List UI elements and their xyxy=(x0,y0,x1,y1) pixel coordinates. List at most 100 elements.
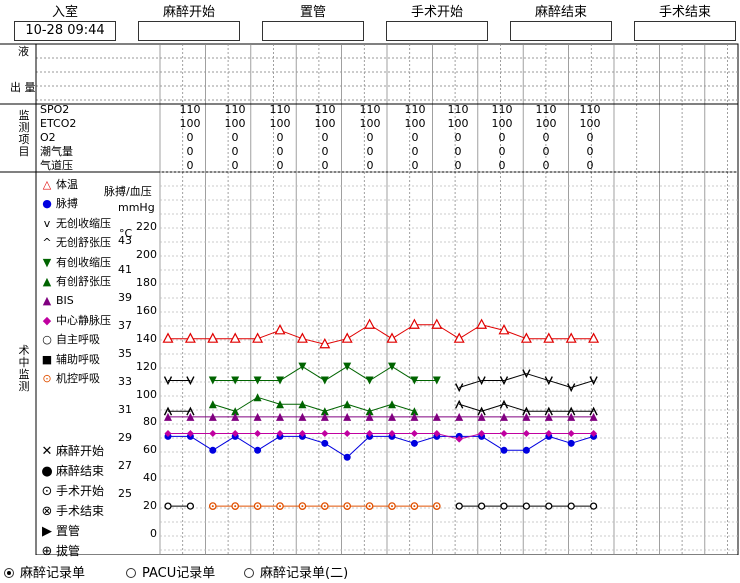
monitor-row-name: ETCO2 xyxy=(40,117,77,130)
series-segment xyxy=(571,380,594,389)
series-point xyxy=(320,412,329,421)
monitor-row-name: 潮气量 xyxy=(40,145,73,158)
series-point xyxy=(162,332,174,343)
series-point xyxy=(500,412,508,421)
series-point xyxy=(388,362,396,371)
series-point xyxy=(477,412,486,421)
temp-tick-label: 35 xyxy=(118,347,132,360)
series-segment xyxy=(459,433,482,440)
tab-2[interactable]: 麻醉记录单(二) xyxy=(244,562,348,581)
monitor-value: 110 xyxy=(269,103,291,116)
series-point xyxy=(498,324,510,335)
series-point xyxy=(388,430,396,438)
series-point xyxy=(253,393,262,402)
event-marker-icon: ● xyxy=(41,464,53,479)
radio-icon[interactable] xyxy=(126,568,136,578)
pressure-tick-label: 160 xyxy=(136,303,157,317)
series-point xyxy=(296,332,308,343)
series-point xyxy=(520,332,532,343)
series-point xyxy=(455,383,464,393)
header-input-4[interactable] xyxy=(510,21,612,41)
series-point xyxy=(455,412,464,421)
header-label-1: 麻醉开始 xyxy=(162,5,215,20)
legend-item: ▲ 有创舒张压 xyxy=(40,275,111,289)
legend-item: ◆ 中心静脉压 xyxy=(40,314,111,328)
monitor-value: 0 xyxy=(276,131,284,144)
legend-label: 有创收缩压 xyxy=(56,255,111,269)
series-point xyxy=(365,407,374,416)
series-segment xyxy=(190,435,214,451)
header-input-5[interactable] xyxy=(634,21,736,41)
header-label-0: 入室 xyxy=(51,5,78,20)
series-point xyxy=(408,318,420,329)
series-segment xyxy=(436,433,460,440)
event-marker-icon: ⊕ xyxy=(41,544,53,559)
legend-label: 辅助呼吸 xyxy=(56,352,100,366)
series-0 xyxy=(162,318,600,349)
series-point xyxy=(589,412,598,421)
series-segment xyxy=(369,366,393,381)
event-legend-item: ✕ 麻醉开始 xyxy=(40,444,104,459)
series-point xyxy=(544,376,553,386)
tab-1[interactable]: PACU记录单 xyxy=(126,562,215,581)
temp-tick-label: 31 xyxy=(118,403,132,416)
event-legend-label: 拔管 xyxy=(56,544,81,558)
series-point xyxy=(432,412,441,421)
monitor-row-name: SPO2 xyxy=(40,103,70,116)
series-point xyxy=(252,332,264,343)
series-segment xyxy=(391,435,415,444)
series-segment xyxy=(391,403,415,412)
series-point xyxy=(186,430,194,438)
series-point xyxy=(522,412,531,421)
series-point xyxy=(343,362,352,371)
series-segment xyxy=(369,403,393,412)
legend-marker-icon: ⊙ xyxy=(42,372,52,385)
series-point xyxy=(478,430,486,438)
series-point xyxy=(276,400,284,409)
monitor-value: 0 xyxy=(276,159,284,172)
radio-icon[interactable] xyxy=(244,568,254,578)
series-point xyxy=(186,406,195,416)
series-point xyxy=(567,430,575,438)
tab-label: PACU记录单 xyxy=(142,566,216,581)
pressure-tick-label: 180 xyxy=(136,275,157,289)
header-input-2[interactable] xyxy=(262,21,364,41)
legend-marker-icon: ^ xyxy=(42,236,52,250)
series-point xyxy=(589,406,598,416)
series-3 xyxy=(163,399,598,416)
legend-item: ⊙ 机控呼吸 xyxy=(40,372,100,386)
header-input-0[interactable]: 10-28 09:44 xyxy=(14,21,116,41)
series-point xyxy=(186,502,195,510)
monitor-value: 0 xyxy=(454,145,462,158)
radio-icon[interactable] xyxy=(4,568,14,578)
series-point xyxy=(184,332,196,343)
header-input-1[interactable] xyxy=(138,21,240,41)
monitor-value: 100 xyxy=(404,117,426,130)
series-point xyxy=(276,430,284,438)
series-point xyxy=(410,439,418,447)
monitor-value: 0 xyxy=(542,159,550,172)
tab-0[interactable]: 麻醉记录单 xyxy=(4,562,85,581)
pressure-tick-label: 0 xyxy=(150,527,157,540)
pressure-axis-unit: mmHg xyxy=(118,201,155,214)
series-point xyxy=(298,430,306,438)
series-point-center xyxy=(323,505,326,508)
legend-marker-icon: ▲ xyxy=(42,294,52,308)
series-point-center xyxy=(301,505,304,508)
tab-label: 麻醉记录单 xyxy=(20,566,86,581)
series-segment xyxy=(302,403,325,412)
series-segment xyxy=(279,366,303,381)
event-legend-label: 手术结束 xyxy=(56,504,105,518)
series-point xyxy=(186,412,195,421)
series-segment xyxy=(481,435,505,451)
temp-tick-label: 43 xyxy=(118,234,132,247)
header-input-3[interactable] xyxy=(386,21,488,41)
series-point-center xyxy=(391,505,393,508)
series-point xyxy=(410,376,419,385)
series-segment xyxy=(459,380,482,389)
series-point xyxy=(231,412,240,421)
series-point-center xyxy=(413,505,416,508)
series-point xyxy=(588,332,600,343)
record-grid xyxy=(0,43,739,555)
series-point xyxy=(254,446,262,454)
